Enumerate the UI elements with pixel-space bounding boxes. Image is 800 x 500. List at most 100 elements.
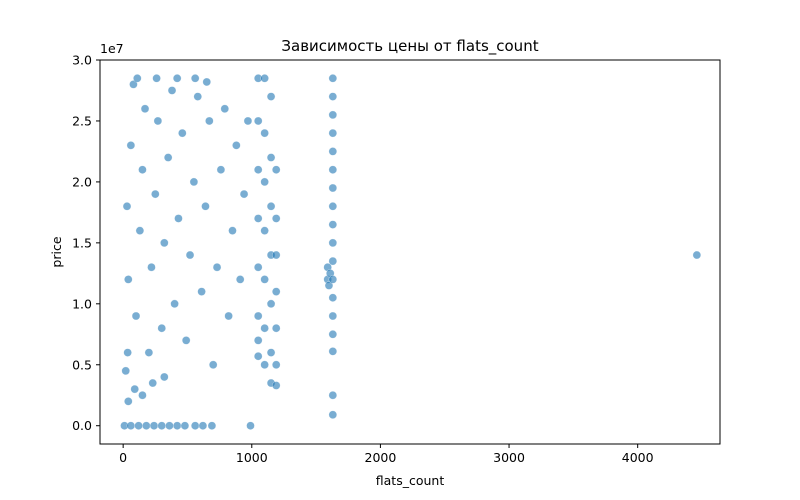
data-point — [328, 183, 338, 193]
data-point — [271, 165, 281, 174]
data-point — [144, 348, 154, 357]
data-point — [220, 104, 230, 114]
y-axis-label: price — [49, 236, 64, 267]
data-point — [167, 86, 177, 95]
x-tick-label: 2000 — [365, 450, 397, 465]
data-point — [207, 421, 217, 430]
data-point — [253, 214, 263, 223]
y-tick-label: 3.0 — [72, 53, 92, 68]
data-point — [208, 360, 218, 370]
data-point — [328, 347, 338, 356]
data-point — [151, 189, 160, 199]
data-point — [133, 74, 142, 83]
data-point — [328, 202, 338, 211]
data-point — [201, 202, 210, 211]
data-point — [178, 128, 187, 138]
x-axis-label: flats_count — [376, 473, 445, 488]
data-point — [124, 397, 133, 406]
data-point — [170, 299, 179, 309]
data-point — [266, 92, 276, 101]
data-point — [157, 323, 166, 333]
y-tick-label: 0.0 — [72, 418, 92, 433]
data-point — [328, 165, 338, 174]
data-point — [121, 366, 130, 376]
data-point — [260, 177, 269, 187]
data-point — [232, 141, 241, 150]
data-point — [122, 202, 132, 211]
data-point — [152, 74, 161, 83]
data-point — [328, 293, 338, 302]
data-point — [328, 410, 338, 419]
data-point — [328, 275, 338, 284]
data-point — [271, 323, 281, 333]
data-point — [148, 378, 157, 388]
data-point — [165, 421, 174, 430]
data-point — [253, 262, 263, 272]
data-point — [163, 153, 173, 162]
data-point — [180, 421, 190, 430]
data-point — [202, 77, 212, 87]
data-point — [260, 226, 269, 235]
data-point — [271, 250, 281, 260]
y-tick-label: 1.5 — [72, 235, 92, 250]
data-point — [193, 92, 203, 101]
data-point — [190, 421, 200, 430]
data-point — [328, 330, 338, 339]
data-point — [198, 421, 208, 430]
data-point — [266, 299, 276, 309]
x-tick-label: 3000 — [493, 450, 525, 465]
data-point — [147, 262, 156, 272]
data-point — [174, 214, 183, 223]
data-point — [205, 116, 214, 126]
data-point — [224, 311, 233, 321]
data-point — [324, 281, 334, 290]
data-point — [190, 74, 200, 83]
data-point — [134, 421, 143, 430]
data-point — [138, 390, 147, 400]
data-point — [157, 421, 166, 430]
x-tick-label: 0 — [119, 450, 127, 465]
chart-title: Зависимость цены от flats_count — [281, 37, 538, 56]
data-point — [160, 372, 169, 382]
data-point — [271, 287, 281, 296]
data-point — [181, 336, 191, 345]
data-point — [126, 421, 136, 430]
data-point — [266, 348, 276, 357]
data-point — [142, 421, 151, 430]
data-point — [328, 238, 338, 248]
data-point — [328, 311, 338, 321]
data-point — [328, 74, 338, 83]
data-point — [149, 421, 159, 430]
data-point — [216, 165, 226, 174]
data-point — [692, 250, 702, 260]
data-point — [260, 128, 269, 138]
data-point — [328, 92, 338, 101]
x-tick-label: 1000 — [236, 450, 268, 465]
data-point — [328, 128, 338, 138]
data-point — [212, 262, 222, 272]
data-point — [328, 256, 338, 266]
y-tick-label: 0.5 — [72, 357, 92, 372]
data-point — [260, 74, 269, 83]
points-layer — [120, 74, 702, 430]
data-point — [131, 311, 141, 321]
data-point — [172, 421, 182, 430]
data-point — [260, 360, 269, 370]
data-point — [328, 147, 338, 156]
x-tick-label: 4000 — [622, 450, 654, 465]
y-tick-label: 2.0 — [72, 174, 92, 189]
data-point — [185, 250, 195, 260]
data-point — [197, 287, 206, 296]
data-point — [253, 336, 263, 345]
data-point — [243, 116, 253, 126]
data-point — [130, 384, 139, 394]
data-point — [140, 104, 150, 114]
x-ticks: 0 1000 2000 3000 4000 — [119, 444, 654, 465]
data-point — [271, 214, 281, 223]
data-point — [253, 165, 263, 174]
data-point — [235, 275, 245, 284]
data-point — [129, 80, 138, 89]
data-point — [189, 177, 199, 187]
